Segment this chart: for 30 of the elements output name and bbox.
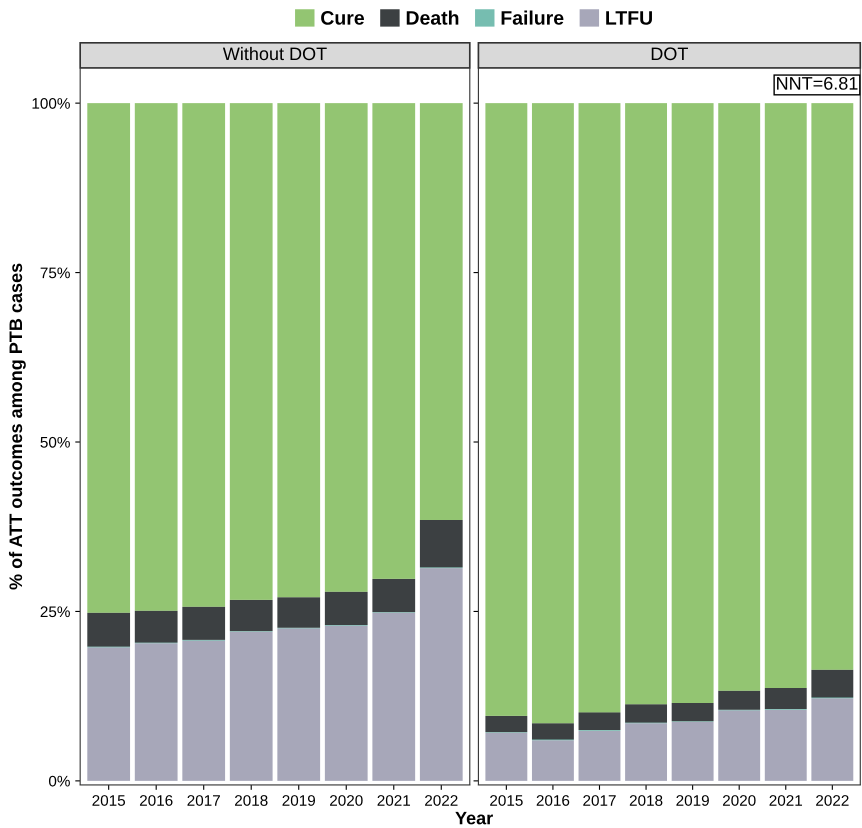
y-axis-title: % of ATT outcomes among PTB cases xyxy=(8,264,26,590)
x-tick-label: 2018 xyxy=(234,795,268,806)
legend-label: Cure xyxy=(321,11,364,25)
y-tick-label: 75% xyxy=(40,268,70,278)
x-tick-label: 2019 xyxy=(676,795,709,806)
chart-title: Without DOT xyxy=(222,46,327,60)
x-tick-label: 2017 xyxy=(583,795,616,806)
y-tick-label: 50% xyxy=(40,436,70,448)
legend-label: LTFU xyxy=(606,11,652,25)
y-tick-label: 100% xyxy=(32,98,70,109)
y-tick-label: 0% xyxy=(48,776,70,787)
annotation: NNT=6.81 xyxy=(777,76,858,90)
x-tick-label: 2021 xyxy=(770,795,802,806)
x-tick-label: 2020 xyxy=(330,795,363,806)
x-tick-label: 2015 xyxy=(490,795,523,806)
x-tick-label: 2017 xyxy=(187,795,220,806)
x-tick-label: 2021 xyxy=(378,795,410,806)
x-tick-label: 2016 xyxy=(140,795,173,806)
y-tick-label: 25% xyxy=(40,606,70,618)
x-tick-label: 2018 xyxy=(630,795,662,806)
x-tick-label: 2020 xyxy=(722,795,756,806)
x-tick-label: 2015 xyxy=(92,795,126,806)
x-tick-label: 2022 xyxy=(425,795,458,806)
chart-title: DOT xyxy=(652,47,688,60)
x-axis-title: Year xyxy=(455,812,493,824)
x-tick-label: 2016 xyxy=(536,795,570,806)
x-tick-label: 2019 xyxy=(282,795,316,806)
legend-label: Failure xyxy=(502,10,564,25)
x-tick-label: 2022 xyxy=(816,795,849,806)
legend-label: Death xyxy=(406,10,458,25)
